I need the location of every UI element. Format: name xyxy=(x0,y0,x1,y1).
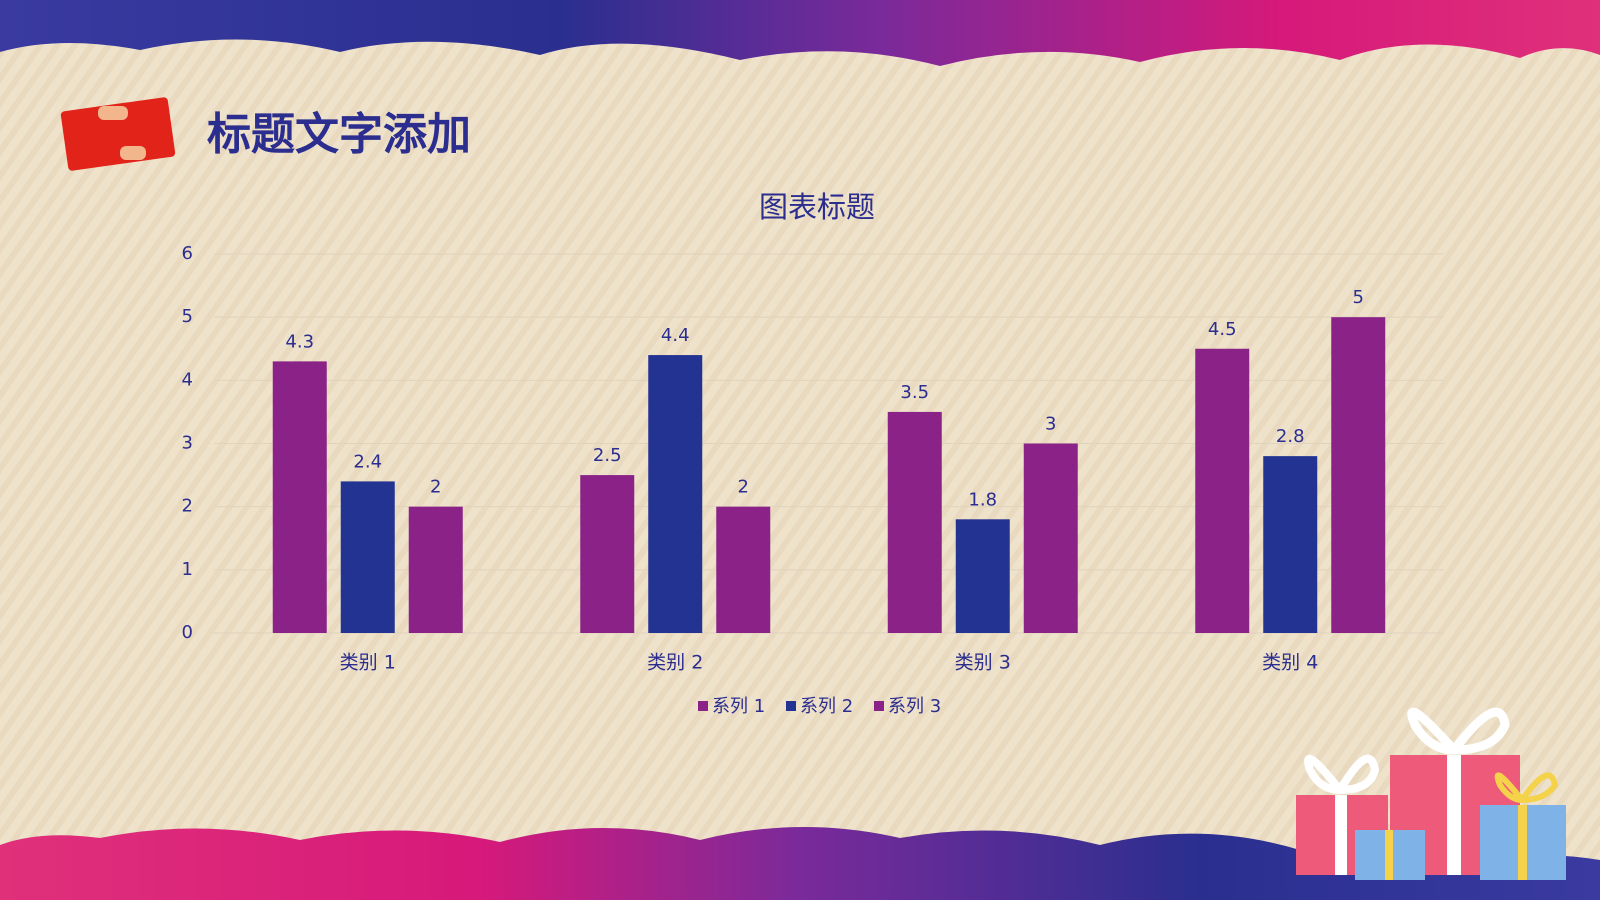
gift-boxes xyxy=(1296,707,1566,880)
data-label: 3.5 xyxy=(900,382,929,403)
data-label: 5 xyxy=(1353,287,1364,308)
y-tick-label: 4 xyxy=(182,369,193,390)
legend-label: 系列 1 xyxy=(712,696,765,717)
bar xyxy=(648,355,703,633)
legend-marker xyxy=(874,701,884,711)
data-label: 2 xyxy=(430,477,441,498)
bar xyxy=(716,506,771,633)
bar xyxy=(408,506,463,633)
bar xyxy=(1331,317,1386,633)
y-tick-label: 1 xyxy=(182,559,193,580)
bar xyxy=(340,481,395,633)
data-label: 2.8 xyxy=(1276,426,1305,447)
chart-title: 图表标题 xyxy=(759,190,875,224)
bottom-border xyxy=(0,826,1600,900)
legend-label: 系列 3 xyxy=(888,696,941,717)
x-tick-label: 类别 4 xyxy=(1262,652,1318,674)
x-tick-label: 类别 3 xyxy=(955,652,1011,674)
y-tick-label: 6 xyxy=(182,243,193,264)
data-label: 3 xyxy=(1045,414,1056,435)
data-label: 1.8 xyxy=(968,489,997,510)
red-envelope-icon xyxy=(60,97,176,171)
bar xyxy=(1263,456,1318,633)
bar xyxy=(1195,348,1250,633)
bar xyxy=(580,475,635,633)
top-border xyxy=(0,0,1600,66)
data-label: 4.4 xyxy=(661,325,690,346)
x-tick-label: 类别 1 xyxy=(340,652,396,674)
data-label: 4.5 xyxy=(1208,319,1237,340)
legend-marker xyxy=(786,701,796,711)
slide-title: 标题文字添加 xyxy=(207,109,471,160)
bar xyxy=(272,361,327,633)
y-tick-label: 5 xyxy=(182,306,193,327)
data-label: 4.3 xyxy=(285,331,314,352)
x-tick-label: 类别 2 xyxy=(647,652,703,674)
bar xyxy=(955,519,1010,633)
legend-marker xyxy=(698,701,708,711)
data-label: 2.5 xyxy=(593,445,622,466)
y-tick-label: 3 xyxy=(182,433,193,454)
data-label: 2.4 xyxy=(353,451,382,472)
data-label: 2 xyxy=(738,477,749,498)
bar xyxy=(1023,443,1078,633)
legend-label: 系列 2 xyxy=(800,696,853,717)
y-tick-label: 0 xyxy=(182,622,193,643)
bar xyxy=(887,411,942,633)
y-tick-label: 2 xyxy=(182,496,193,517)
